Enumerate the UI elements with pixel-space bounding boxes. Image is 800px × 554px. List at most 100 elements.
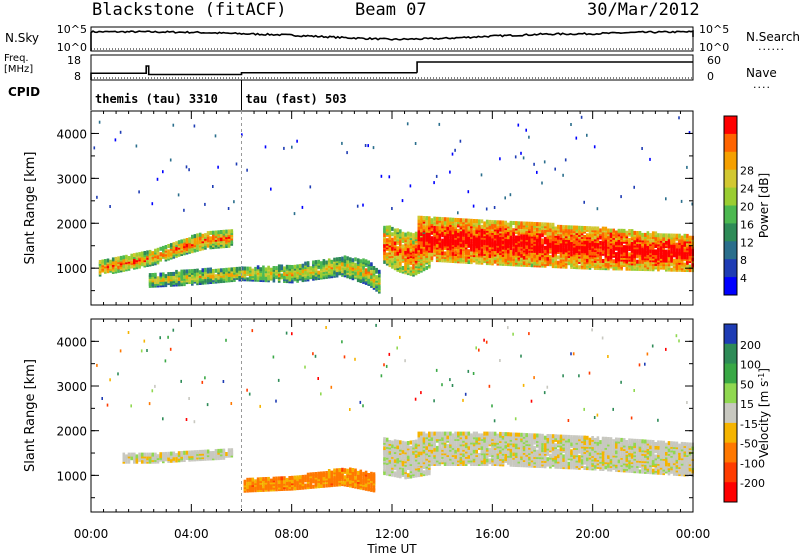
power-cell [628, 252, 631, 257]
power-cell [172, 275, 176, 280]
power-cell [327, 258, 331, 263]
power-cell [351, 274, 355, 279]
power-cell [583, 235, 586, 239]
power-cell [140, 262, 144, 267]
power-cell [162, 272, 165, 277]
power-cell [628, 238, 631, 242]
power-cell [593, 235, 597, 240]
power-cell [119, 255, 123, 260]
power-cell [688, 131, 691, 135]
velocity-cell [325, 471, 328, 475]
power-cell [341, 256, 344, 261]
power-cell [485, 252, 489, 257]
velocity-cell [430, 431, 434, 436]
velocity-cell [291, 332, 293, 336]
power-cell [514, 221, 518, 226]
freq-line [90, 65, 418, 80]
velocity-cell [443, 431, 447, 436]
velocity-cell [267, 476, 270, 481]
power-cell [559, 224, 563, 229]
power-cell [425, 216, 428, 221]
power-cell [135, 252, 139, 257]
velocity-cell [185, 450, 189, 455]
power-cell [567, 261, 571, 266]
power-cell [264, 272, 268, 277]
power-cell [406, 258, 410, 263]
velocity-cell [391, 440, 394, 445]
power-cell [480, 224, 484, 229]
power-cell [254, 270, 257, 275]
velocity-cell [422, 431, 426, 436]
power-cell [370, 269, 373, 274]
power-cell [646, 249, 650, 254]
power-cell [443, 251, 447, 256]
power-cell [665, 253, 668, 258]
power-cell [356, 270, 360, 275]
power-cell [499, 220, 502, 225]
nave-right-tick: 0 [707, 70, 714, 83]
velocity-cell [159, 336, 161, 340]
power-cell [270, 274, 273, 279]
power-cell [665, 249, 668, 254]
velocity-cell [385, 459, 389, 464]
power-cell [399, 229, 402, 234]
power-cell [435, 174, 438, 178]
power-cell [520, 151, 522, 155]
power-cell [214, 134, 217, 138]
velocity-cell [330, 470, 334, 475]
power-cell [483, 221, 486, 226]
velocity-cell [364, 483, 368, 488]
power-cell [306, 275, 310, 280]
velocity-cell [317, 484, 320, 489]
power-cell [212, 269, 215, 273]
velocity-cell [391, 444, 394, 449]
power-cell [248, 275, 252, 280]
power-cell [464, 240, 468, 244]
power-cell [98, 267, 102, 272]
power-cell [670, 267, 673, 272]
power-cell [343, 259, 347, 263]
velocity-cell [183, 454, 186, 459]
velocity-cell [154, 384, 156, 388]
power-cell [586, 226, 589, 231]
power-cell [191, 269, 194, 274]
velocity-cell [306, 472, 310, 477]
power-cell [493, 241, 497, 246]
velocity-cell [362, 477, 365, 482]
power-cell [409, 184, 412, 188]
power-cell [617, 236, 621, 240]
power-cell [451, 217, 455, 222]
velocity-cell [277, 476, 281, 481]
power-cell [130, 253, 133, 258]
power-cell [525, 259, 528, 264]
power-cell [499, 157, 501, 161]
power-cell [351, 258, 355, 263]
power-cell [201, 280, 205, 285]
power-cell [457, 228, 460, 233]
velocity-cell [277, 378, 280, 382]
velocity-cell [172, 328, 175, 332]
velocity-cell [467, 445, 471, 450]
power-cell [346, 259, 349, 264]
power-cell [570, 225, 573, 230]
velocity-cell [346, 468, 349, 473]
velocity-cell [422, 436, 426, 441]
power-cell [520, 233, 523, 238]
velocity-cell [383, 446, 386, 451]
power-cell [528, 135, 530, 139]
velocity-cell [391, 472, 394, 477]
power-cell [356, 258, 360, 263]
power-cell [478, 231, 481, 236]
velocity-cell [330, 385, 333, 389]
power-cell [675, 242, 679, 247]
power-cell [617, 262, 621, 267]
velocity-cell [288, 476, 291, 480]
power-colorbar-segment [724, 241, 737, 260]
velocity-cell [457, 453, 460, 457]
velocity-cell [362, 404, 364, 408]
freq-label: Freq. [4, 53, 29, 64]
power-cell [446, 221, 449, 225]
power-cell [367, 144, 369, 148]
velocity-cell [364, 476, 368, 481]
velocity-cell [441, 458, 444, 463]
